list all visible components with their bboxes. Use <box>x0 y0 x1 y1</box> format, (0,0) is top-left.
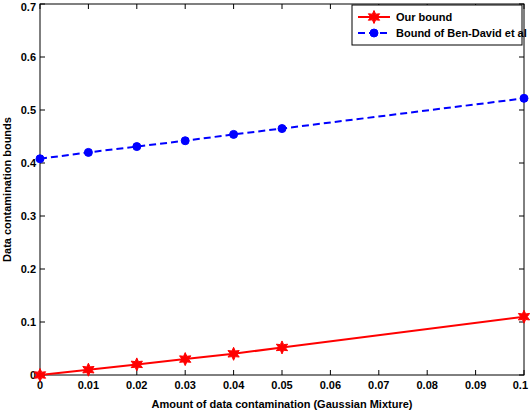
y-tick-label: 0.4 <box>21 157 37 169</box>
chart: 0 0.01 0.02 0.03 0.04 0.05 0.06 0.07 0.08 0.09 0.1… <box>0 0 530 416</box>
series-line <box>40 98 524 158</box>
y-tick <box>40 269 45 270</box>
x-tick <box>282 370 283 375</box>
y-tick <box>519 163 524 164</box>
series-group <box>34 94 529 381</box>
y-tick <box>519 216 524 217</box>
x-tick <box>330 370 331 375</box>
x-tick-label: 0.06 <box>320 379 341 391</box>
y-tick <box>40 216 45 217</box>
series-marker <box>518 310 529 323</box>
x-tick <box>427 370 428 375</box>
x-tick-label: 0.09 <box>465 379 486 391</box>
x-tick <box>330 4 331 9</box>
x-tick-label: 0.07 <box>368 379 389 391</box>
x-tick-label: 0.04 <box>223 379 245 391</box>
y-tick <box>519 110 524 111</box>
series-marker <box>34 369 45 382</box>
series-marker <box>84 148 92 156</box>
series-line <box>40 317 524 375</box>
legend-box <box>352 5 522 45</box>
x-tick <box>40 4 41 9</box>
x-tick-label: 0.02 <box>126 379 147 391</box>
legend-label: Bound of Ben-David et al <box>396 27 527 39</box>
y-tick-label: 0.2 <box>21 263 36 275</box>
series-marker <box>276 341 287 354</box>
legend-marker <box>368 11 379 24</box>
x-tick <box>475 370 476 375</box>
series-marker <box>520 94 528 102</box>
x-tick <box>185 4 186 9</box>
x-tick-label: 0.01 <box>78 379 99 391</box>
y-tick-label: 0.3 <box>21 210 36 222</box>
x-tick-label: 0.03 <box>174 379 195 391</box>
x-tick <box>88 4 89 9</box>
y-tick <box>40 110 45 111</box>
x-tick <box>524 4 525 9</box>
series-marker <box>230 130 238 138</box>
y-tick-label: 0.7 <box>21 1 36 13</box>
y-tick-label: 0.5 <box>21 104 36 116</box>
y-axis-label: Data contamination bounds <box>1 117 13 262</box>
y-tick <box>40 322 45 323</box>
series-marker <box>228 347 239 360</box>
x-tick <box>136 4 137 9</box>
x-tick <box>233 4 234 9</box>
y-tick <box>519 57 524 58</box>
x-tick-label: 0.1 <box>513 379 528 391</box>
y-tick <box>40 4 45 5</box>
legend-marker <box>370 29 378 37</box>
x-tick <box>233 370 234 375</box>
series-marker <box>278 125 286 133</box>
y-tick-label: 0.6 <box>21 51 36 63</box>
series-marker <box>133 143 141 151</box>
x-tick-label: 0.05 <box>271 379 292 391</box>
series-marker <box>181 137 189 145</box>
y-tick <box>519 375 524 376</box>
x-axis-label: Amount of data contamination (Gaussian M… <box>152 398 413 410</box>
legend-label: Our bound <box>396 11 452 23</box>
x-tick <box>282 4 283 9</box>
x-tick <box>185 370 186 375</box>
x-tick <box>524 370 525 375</box>
plot-frame <box>40 4 524 375</box>
series-marker <box>83 363 94 376</box>
x-tick <box>378 370 379 375</box>
chart-container: 0 0.01 0.02 0.03 0.04 0.05 0.06 0.07 0.08 0.09 0.1… <box>0 0 530 416</box>
series-marker <box>180 353 191 366</box>
y-tick <box>519 269 524 270</box>
y-tick <box>519 4 524 5</box>
y-tick-label: 0 <box>30 369 36 381</box>
x-tick-label: 0.08 <box>416 379 437 391</box>
y-tick <box>40 57 45 58</box>
legend: Our bound Bound of Ben-David et al <box>352 5 527 45</box>
series-marker <box>36 155 44 163</box>
y-tick-label: 0.1 <box>21 316 36 328</box>
series-marker <box>131 358 142 371</box>
